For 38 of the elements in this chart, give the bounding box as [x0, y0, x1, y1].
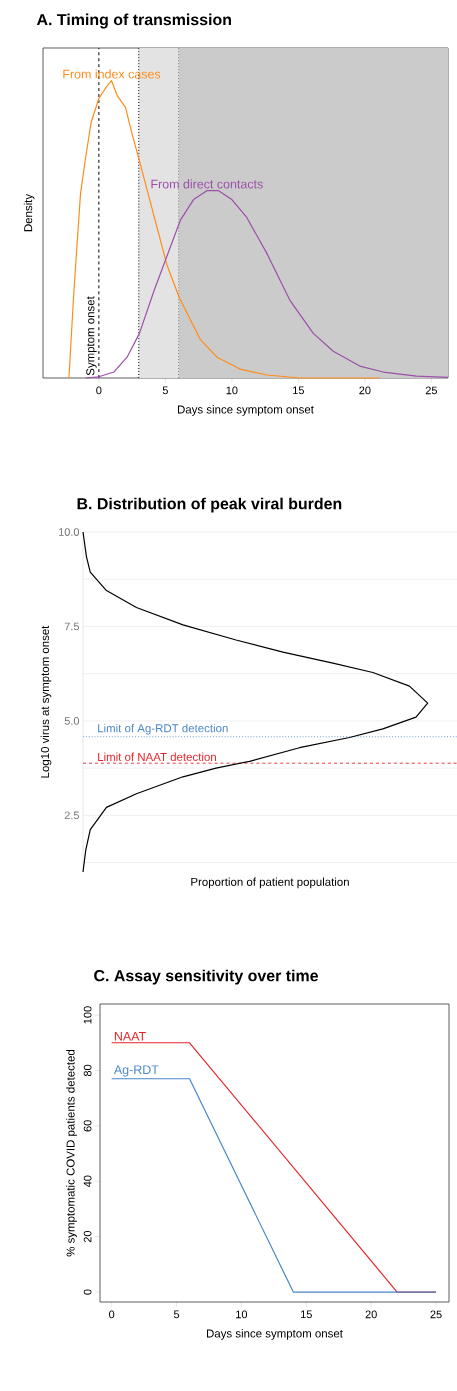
- y-tick-label: 0: [83, 1289, 92, 1295]
- x-tick-label: 5: [173, 1310, 180, 1319]
- x-axis-title: Days since symptom onset: [177, 405, 314, 416]
- series-label: NAAT: [114, 1032, 146, 1041]
- x-axis-title: Days since symptom onset: [206, 1329, 343, 1340]
- ref-line-label: Symptom onset: [86, 296, 97, 376]
- chart-title: C. Assay sensitivity over time: [94, 969, 318, 985]
- chart-title: A. Timing of transmission: [36, 13, 231, 29]
- series-label: Ag-RDT: [113, 1065, 159, 1077]
- y-tick-label: 7.5: [64, 622, 80, 631]
- ref-line-label: Limit of Ag-RDT detection: [98, 723, 228, 735]
- x-tick-label: 10: [236, 1310, 248, 1319]
- y-tick-label: 2.5: [64, 811, 80, 820]
- x-tick-label: 10: [226, 386, 238, 395]
- y-tick-label: 20: [83, 1230, 92, 1243]
- y-tick-label: 40: [83, 1175, 92, 1188]
- chart-title: B. Distribution of peak viral burden: [77, 497, 342, 513]
- x-tick-label: 0: [96, 386, 102, 395]
- y-tick-label: 100: [83, 1006, 92, 1024]
- x-tick-label: 0: [109, 1310, 115, 1319]
- x-axis-title: Proportion of patient population: [191, 877, 349, 889]
- y-axis-title: % symptomatic COVID patients detected: [66, 1049, 77, 1257]
- x-tick-label: 25: [430, 1310, 442, 1319]
- x-tick-label: 25: [425, 386, 437, 395]
- x-tick-label: 5: [162, 386, 168, 395]
- x-tick-label: 15: [293, 386, 304, 395]
- series-label: From index cases: [63, 69, 161, 79]
- y-axis-title: Density: [23, 193, 35, 232]
- series-label: From direct contacts: [151, 179, 263, 189]
- ref-line-label: Limit of NAAT detection: [98, 752, 216, 761]
- y-tick-label: 5.0: [64, 717, 80, 725]
- y-tick-label: 10.0: [58, 528, 80, 536]
- y-tick-label: 80: [83, 1064, 92, 1077]
- x-tick-label: 20: [359, 386, 371, 395]
- y-tick-label: 60: [83, 1120, 92, 1132]
- y-axis-title: Log10 virus at symptom onset: [40, 625, 52, 778]
- x-tick-label: 20: [365, 1310, 377, 1319]
- x-tick-label: 15: [301, 1310, 312, 1319]
